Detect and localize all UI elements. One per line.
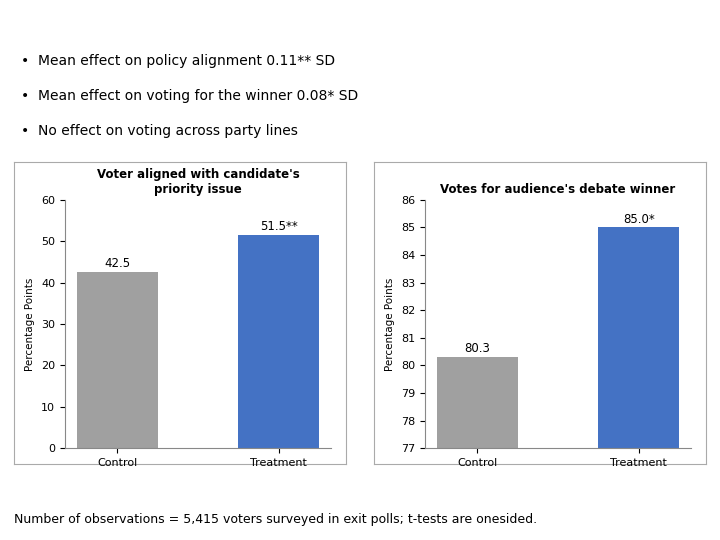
Bar (77, 272, 158, 448)
Title: Votes for audience's debate winner: Votes for audience's debate winner (441, 183, 675, 196)
Bar (437, 357, 518, 540)
Bar (238, 235, 319, 448)
Text: 51.5**: 51.5** (260, 219, 297, 233)
Y-axis label: Percentage Points: Percentage Points (385, 278, 395, 370)
Text: •  Mean effect on policy alignment 0.11** SD: • Mean effect on policy alignment 0.11**… (22, 54, 336, 68)
Title: Voter aligned with candidate's
priority issue: Voter aligned with candidate's priority … (96, 168, 300, 196)
Y-axis label: Percentage Points: Percentage Points (25, 278, 35, 370)
Text: 42.5: 42.5 (104, 256, 130, 270)
Bar (598, 227, 679, 540)
Text: •  No effect on voting across party lines: • No effect on voting across party lines (22, 124, 298, 138)
Text: •  Mean effect on voting for the winner 0.08* SD: • Mean effect on voting for the winner 0… (22, 89, 359, 103)
Text: Debates had strong positive effects on vote choices: Debates had strong positive effects on v… (9, 17, 622, 37)
Text: Number of observations = 5,415 voters surveyed in exit polls; t-tests are onesid: Number of observations = 5,415 voters su… (14, 514, 538, 526)
Text: 80.3: 80.3 (464, 342, 490, 355)
Text: 85.0*: 85.0* (623, 213, 654, 226)
